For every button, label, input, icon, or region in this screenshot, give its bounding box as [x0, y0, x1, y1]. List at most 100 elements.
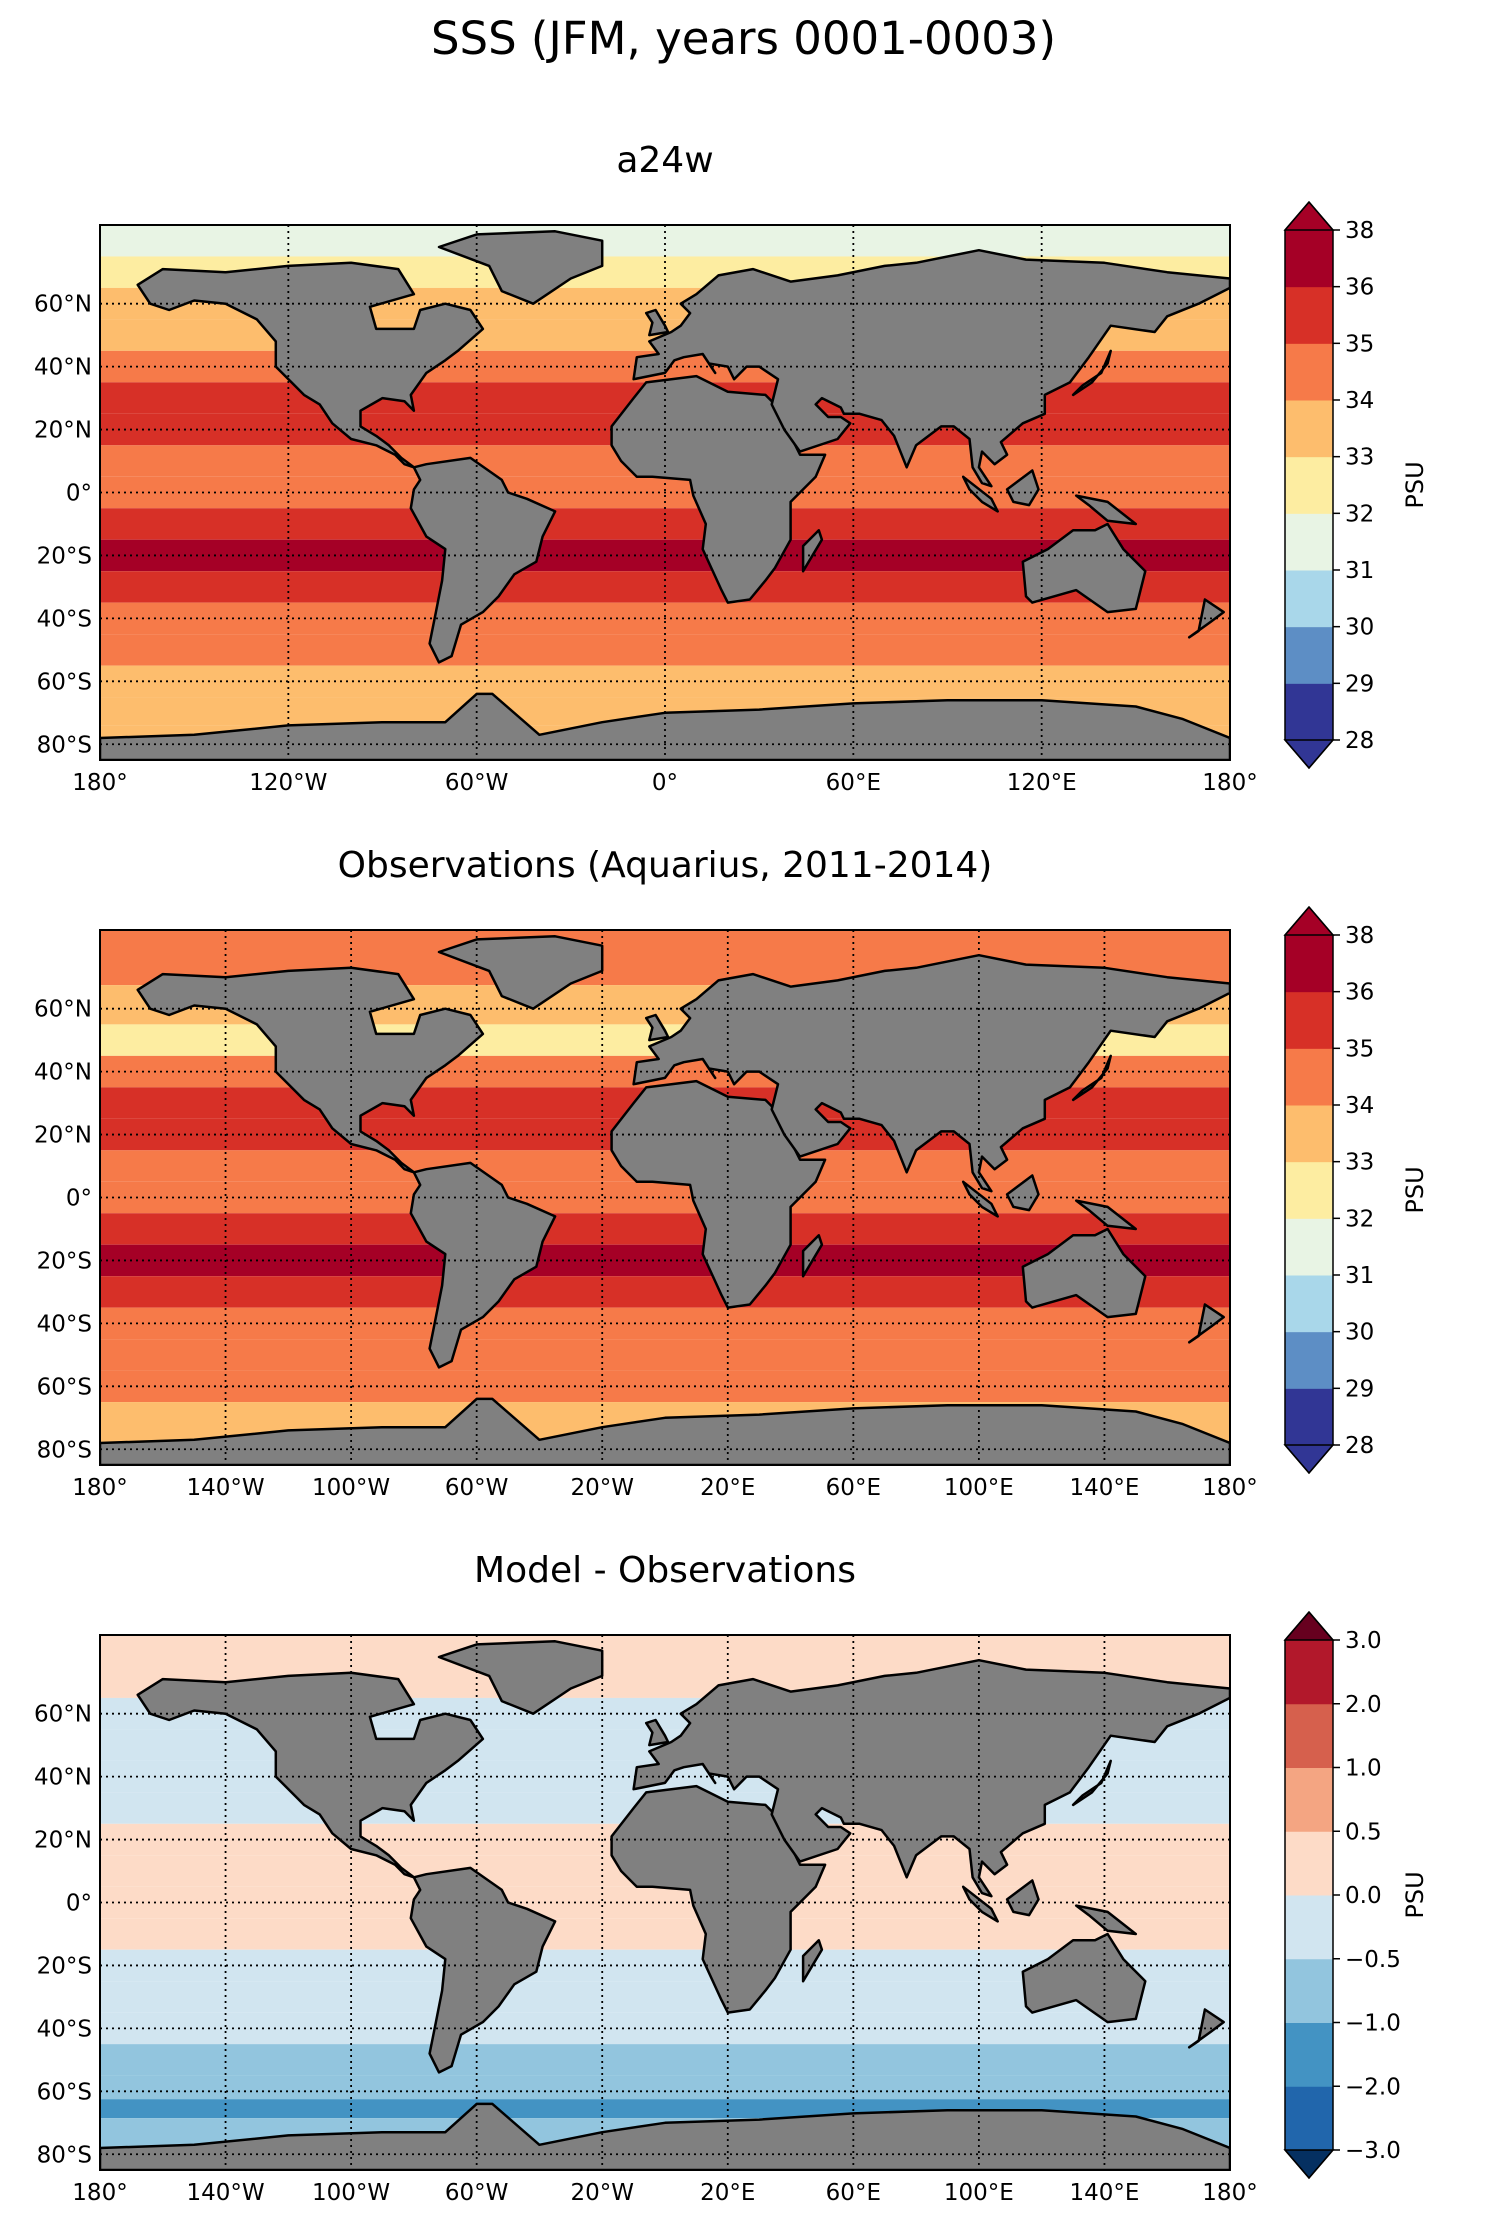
y-tick-label: 20°N — [34, 1828, 92, 1854]
colorbar-tick-label: 34 — [1345, 1093, 1374, 1119]
colorbar-segment — [1285, 343, 1333, 401]
colorbar-tick-label: −1.0 — [1345, 2011, 1401, 2037]
y-tick-label: 20°S — [37, 1248, 92, 1274]
y-tick-label: 40°S — [37, 2016, 92, 2042]
x-tick-label: 100°E — [944, 1475, 1014, 1501]
y-tick-label: 20°S — [37, 1953, 92, 1979]
land-australia — [1021, 522, 1147, 614]
figure-title: SSS (JFM, years 0001-0003) — [430, 12, 1057, 65]
sss-band--50 — [100, 634, 1230, 666]
colorbar-segment — [1285, 2022, 1333, 2087]
panel-title: Observations (Aquarius, 2011-2014) — [337, 845, 993, 886]
colorbar-tick-label: 29 — [1345, 1376, 1374, 1402]
land-greenland — [437, 230, 604, 305]
x-tick-label: 100°E — [944, 2180, 1014, 2206]
land-greenland — [437, 1640, 604, 1715]
colorbar-segment — [1285, 1703, 1333, 1768]
colorbar-extend-max — [1283, 1610, 1335, 1641]
x-tick-label: 120°E — [1007, 770, 1077, 796]
colorbar-tick-label: 36 — [1345, 980, 1374, 1006]
land-australia — [1021, 1227, 1147, 1319]
colorbar-segment — [1285, 1831, 1333, 1896]
panel-difference: Model - Observations 180° 140°W 100°W 60°W 2… — [0, 1540, 1487, 2240]
y-tick-label: 40°N — [34, 1765, 92, 1791]
land-sumatra — [961, 1180, 999, 1218]
x-tick-label: 60°W — [445, 2180, 509, 2206]
colorbar-segment — [1285, 230, 1333, 288]
colorbar-segment — [1285, 1767, 1333, 1832]
colorbar-tick-label: 34 — [1345, 388, 1374, 414]
colorbar-segment — [1285, 513, 1333, 571]
colorbar-segment — [1285, 1331, 1333, 1389]
y-tick-label: 0° — [66, 1186, 92, 1212]
map-frame — [99, 224, 1231, 761]
colorbar-extend-min — [1283, 1444, 1335, 1475]
colorbar-segment — [1285, 570, 1333, 628]
colorbar-segment — [1285, 1161, 1333, 1219]
colorbar-segment — [1285, 1958, 1333, 2023]
y-tick-label: 80°S — [37, 1437, 92, 1463]
colorbar-tick-label: 36 — [1345, 275, 1374, 301]
land-great-britain — [644, 1013, 670, 1042]
x-tick-label: 20°E — [700, 1475, 755, 1501]
land-sumatra — [961, 475, 999, 513]
colorbar-tick-label: 31 — [1345, 558, 1374, 584]
colorbar-segment — [1285, 1388, 1333, 1446]
x-tick-label: 60°E — [826, 2180, 881, 2206]
colorbar-segment — [1285, 935, 1333, 993]
colorbar-tick-label: 30 — [1345, 615, 1374, 641]
sss-band--10 — [100, 508, 1230, 540]
colorbar-segment — [1285, 2086, 1333, 2151]
land-north-america — [136, 1671, 485, 1879]
x-tick-label: 180° — [72, 2180, 127, 2206]
colorbar-tick-label: 35 — [1345, 331, 1374, 357]
colorbar: −3.0 −2.0 −1.0 −0.5 0.0 0.5 1.0 2.0 3.0 PSU — [1283, 1610, 1429, 2180]
colorbar: 28 29 30 31 32 33 34 35 36 38 PSU — [1283, 200, 1429, 770]
land-borneo — [1005, 469, 1040, 507]
land-sumatra — [961, 1885, 999, 1923]
land-madagascar — [801, 1234, 824, 1278]
x-tick-label: 100°W — [312, 1475, 390, 1501]
colorbar-label: PSU — [1401, 1166, 1429, 1213]
y-tick-label: 60°N — [34, 997, 92, 1023]
land-borneo — [1005, 1879, 1040, 1917]
colorbar-label: PSU — [1401, 1871, 1429, 1918]
land-new-guinea — [1074, 1199, 1138, 1231]
y-tick-label: 40°N — [34, 1060, 92, 1086]
land-new-zealand — [1187, 2008, 1225, 2049]
colorbar-tick-label: 28 — [1345, 728, 1374, 754]
land-new-zealand — [1187, 1303, 1225, 1344]
y-tick-label: 0° — [66, 481, 92, 507]
x-tick-label: 100°W — [312, 2180, 390, 2206]
x-tick-label: 140°E — [1069, 1475, 1139, 1501]
chart-svg: 180° 120°W 60°W 0° 60°E 120°E 180° 60°N 40°N 20°N… — [34, 200, 1429, 796]
colorbar-extend-min — [1283, 739, 1335, 770]
sss-band--60 — [100, 2075, 1230, 2100]
land-eurasia — [632, 953, 1230, 1193]
y-tick-label: 20°N — [34, 418, 92, 444]
map-frame — [99, 1634, 1231, 2171]
map-area — [100, 930, 1230, 1465]
colorbar-tick-label: 32 — [1345, 1206, 1374, 1232]
x-tick-label: 140°E — [1069, 2180, 1139, 2206]
colorbar-tick-label: 28 — [1345, 1433, 1374, 1459]
colorbar-tick-label: 30 — [1345, 1320, 1374, 1346]
chart-svg: 180° 140°W 100°W 60°W 20°W 20°E 60°E 100°E 140°E… — [34, 1610, 1429, 2206]
x-tick-label: 60°W — [445, 770, 509, 796]
y-tick-label: 20°S — [37, 543, 92, 569]
colorbar-segment — [1285, 1105, 1333, 1163]
land-borneo — [1005, 1174, 1040, 1212]
sss-band--10 — [100, 1213, 1230, 1245]
y-tick-label: 80°S — [37, 2142, 92, 2168]
colorbar-tick-label: 2.0 — [1345, 1692, 1382, 1718]
colorbar-label: PSU — [1401, 461, 1429, 508]
y-tick-label: 60°S — [37, 2079, 92, 2105]
colorbar-segment — [1285, 400, 1333, 458]
chart-svg: 180° 140°W 100°W 60°W 20°W 20°E 60°E 100°E 140°E… — [34, 905, 1429, 1501]
map-area — [100, 1635, 1230, 2170]
x-tick-label: 60°W — [445, 1475, 509, 1501]
y-tick-label: 80°S — [37, 732, 92, 758]
colorbar-segment — [1285, 456, 1333, 514]
land-new-zealand — [1187, 598, 1225, 639]
colorbar-extend-max — [1283, 905, 1335, 936]
